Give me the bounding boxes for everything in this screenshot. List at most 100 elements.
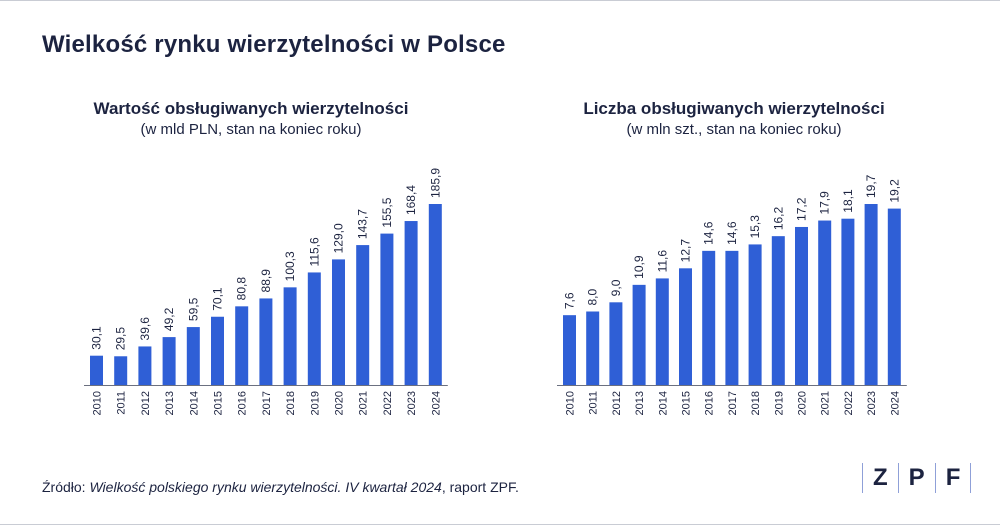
chart-2-title: Liczba obsługiwanych wierzytelności: [583, 99, 885, 118]
x-tick-label: 2022: [843, 391, 855, 415]
data-label: 129,0: [332, 223, 346, 253]
bar: [356, 245, 370, 385]
x-tick-label: 2022: [382, 391, 394, 415]
data-label: 155,5: [380, 197, 394, 227]
x-tick-label: 2017: [261, 391, 273, 415]
bar: [162, 337, 176, 385]
chart-1-subtitle: (w mld PLN, stan na koniec roku): [140, 121, 362, 138]
data-label: 19,2: [887, 179, 901, 203]
x-tick-label: 2024: [430, 391, 442, 415]
bar: [259, 298, 273, 385]
x-tick-label: 2020: [797, 391, 809, 415]
logo-divider: [897, 463, 899, 493]
data-label: 80,8: [235, 277, 249, 301]
data-label: 88,9: [259, 269, 273, 293]
bar: [90, 355, 103, 385]
data-label: 185,9: [428, 168, 442, 198]
bar: [818, 220, 832, 385]
data-label: 17,2: [795, 197, 809, 221]
chart-2-number-of-debts: 7,6 2010 8,0 2011 9,0 2012 10,9 2013 11,6 2014 12,…: [557, 174, 907, 415]
chart-2-subtitle: (w mln szt., stan na koniec roku): [626, 121, 842, 138]
bar: [138, 346, 152, 385]
bar: [864, 204, 878, 385]
x-tick-label: 2019: [773, 391, 785, 415]
x-tick-label: 2024: [889, 391, 901, 415]
data-label: 12,7: [679, 239, 693, 263]
bar: [186, 327, 200, 385]
x-tick-label: 2014: [657, 391, 669, 415]
data-label: 39,6: [138, 317, 152, 341]
x-tick-label: 2015: [213, 391, 225, 415]
data-label: 70,1: [211, 287, 225, 311]
x-tick-label: 2012: [611, 391, 623, 415]
x-tick-label: 2011: [588, 391, 600, 415]
bar: [887, 208, 901, 385]
bar: [380, 233, 394, 385]
bar: [771, 236, 785, 385]
x-tick-label: 2013: [164, 391, 176, 415]
logo-divider: [862, 463, 863, 493]
x-tick-label: 2018: [285, 391, 297, 415]
page-title: Wielkość rynku wierzytelności w Polsce: [42, 31, 506, 58]
x-tick-label: 2012: [140, 391, 152, 415]
logo-letter-z: Z: [873, 464, 888, 491]
x-tick-label: 2021: [820, 391, 832, 415]
bar: [283, 287, 297, 385]
data-label: 143,7: [356, 209, 370, 239]
chart-1-value-of-debts: 30,1 2010 29,5 2011 39,6 2012 49,2 2013 59,5 2014…: [84, 168, 448, 415]
data-label: 16,2: [771, 206, 785, 230]
data-label: 18,1: [841, 189, 855, 213]
data-label: 115,6: [307, 237, 321, 266]
logo-letter-f: F: [945, 464, 961, 491]
data-label: 8,0: [586, 288, 600, 305]
x-tick-label: 2018: [750, 391, 762, 415]
x-tick-label: 2015: [681, 391, 693, 415]
data-label: 9,0: [609, 279, 623, 296]
x-tick-label: 2016: [704, 391, 716, 415]
x-tick-label: 2021: [358, 391, 370, 415]
data-label: 100,3: [283, 251, 297, 281]
x-tick-label: 2010: [565, 391, 577, 415]
bar: [609, 302, 623, 385]
bar: [563, 315, 576, 385]
data-label: 15,3: [748, 215, 762, 239]
bar: [211, 316, 224, 385]
x-tick-label: 2017: [727, 391, 739, 415]
data-label: 7,6: [563, 292, 577, 309]
x-tick-label: 2019: [309, 391, 321, 415]
bar: [795, 226, 808, 385]
source-report-title: Wielkość polskiego rynku wierzytelności.…: [89, 479, 442, 495]
logo-letter-p: P: [908, 464, 925, 491]
bar: [235, 306, 249, 385]
bar: [586, 311, 600, 385]
data-label: 17,9: [818, 191, 832, 215]
bar: [114, 356, 128, 385]
x-tick-label: 2023: [406, 391, 418, 415]
bar: [332, 259, 345, 385]
source-suffix: , raport ZPF.: [441, 479, 519, 495]
data-label: 29,5: [114, 327, 128, 351]
bar: [404, 221, 418, 385]
data-label: 14,6: [702, 221, 716, 245]
data-label: 49,2: [162, 307, 176, 331]
bar: [655, 278, 669, 385]
logo-divider: [970, 463, 972, 493]
data-label: 14,6: [725, 221, 739, 245]
bar: [428, 204, 442, 385]
x-tick-label: 2016: [237, 391, 249, 415]
data-label: 30,1: [90, 326, 104, 350]
x-tick-label: 2014: [188, 391, 200, 415]
x-tick-label: 2020: [334, 391, 346, 415]
data-label: 59,5: [186, 297, 200, 321]
zpf-logo: Z P F: [862, 460, 972, 496]
chart-1-title: Wartość obsługiwanych wierzytelności: [93, 99, 409, 118]
logo-divider: [934, 463, 936, 493]
bar: [679, 268, 692, 385]
bar: [725, 250, 739, 385]
data-label: 19,7: [864, 174, 878, 198]
x-tick-label: 2013: [634, 391, 646, 415]
bar: [632, 284, 646, 385]
x-tick-label: 2023: [866, 391, 878, 415]
data-label: 168,4: [404, 185, 418, 215]
source-prefix: Źródło:: [42, 479, 90, 495]
